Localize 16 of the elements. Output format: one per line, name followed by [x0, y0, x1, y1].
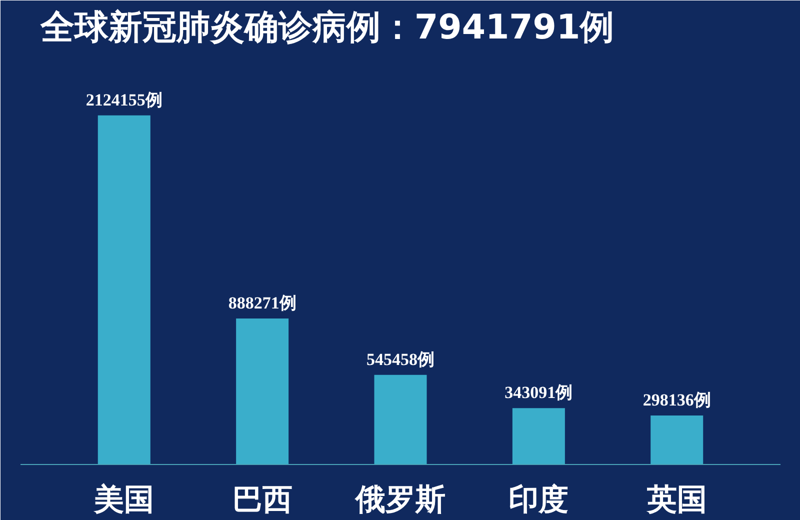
- data-label: 2124155例: [86, 90, 162, 110]
- x-tick-label: 俄罗斯: [354, 482, 446, 518]
- bar: [512, 408, 565, 464]
- chart-title: 全球新冠肺炎确诊病例：7941791例: [40, 8, 614, 48]
- data-label: 545458例: [366, 350, 434, 369]
- bar: [236, 318, 289, 464]
- x-tick-label: 巴西: [232, 482, 292, 518]
- data-label: 343091例: [504, 383, 573, 402]
- bar: [98, 115, 150, 464]
- bar: [650, 415, 704, 464]
- x-tick-label: 美国: [93, 482, 154, 518]
- bar: [374, 374, 427, 464]
- data-label: 298136例: [642, 390, 711, 410]
- x-tick-label: 印度: [508, 482, 569, 518]
- data-label: 888271例: [228, 293, 296, 312]
- x-tick-label: 英国: [646, 482, 707, 518]
